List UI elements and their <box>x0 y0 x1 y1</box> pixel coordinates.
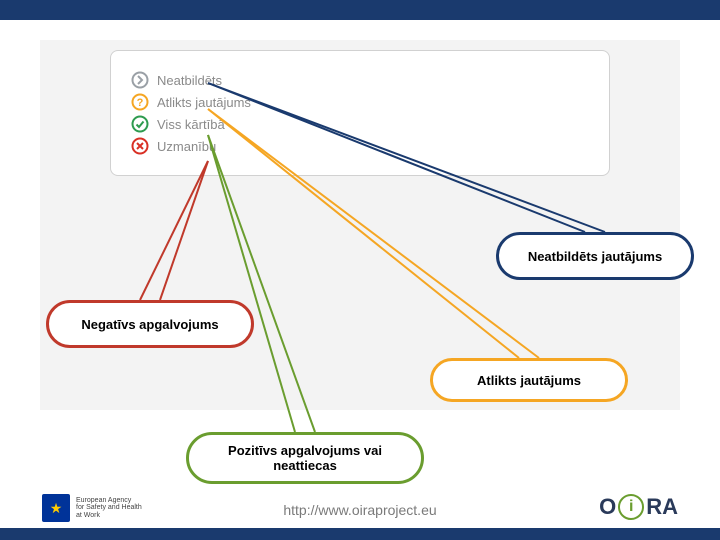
oira-icon: i <box>618 494 644 520</box>
legend-item-label: Atlikts jautājums <box>157 95 251 110</box>
callout-label: Neatbildēts jautājums <box>528 249 662 264</box>
legend-item-label: Neatbildēts <box>157 73 222 88</box>
callout-label: Negatīvs apgalvojums <box>81 317 218 332</box>
legend-item-2: Viss kārtībā <box>131 115 589 133</box>
legend-item-label: Uzmanību <box>157 139 216 154</box>
svg-text:?: ? <box>137 97 144 109</box>
callout-negativs: Negatīvs apgalvojums <box>46 300 254 348</box>
legend-item-1: ? Atlikts jautājums <box>131 93 589 111</box>
content-panel: Neatbildēts? Atlikts jautājums Viss kārtīb… <box>40 40 680 410</box>
oira-logo: O i RA <box>599 494 678 520</box>
footer-bar <box>0 528 720 540</box>
chevron-right-icon <box>131 71 149 89</box>
oira-text-ra: RA <box>646 494 678 520</box>
callout-pozitivs: Pozitīvs apgalvojums vai neattiecas <box>186 432 424 484</box>
legend-item-label: Viss kārtībā <box>157 117 225 132</box>
oira-text-o: O <box>599 494 616 520</box>
footer: ★ European Agency for Safety and Health … <box>0 488 720 540</box>
callout-neatbildets: Neatbildēts jautājums <box>496 232 694 280</box>
callout-label: Atlikts jautājums <box>477 373 581 388</box>
legend-item-0: Neatbildēts <box>131 71 589 89</box>
legend-item-3: Uzmanību <box>131 137 589 155</box>
check-circle-icon <box>131 115 149 133</box>
header-bar <box>0 0 720 20</box>
callout-atlikts: Atlikts jautājums <box>430 358 628 402</box>
question-icon: ? <box>131 93 149 111</box>
legend-box: Neatbildēts? Atlikts jautājums Viss kārtīb… <box>110 50 610 176</box>
callout-label: Pozitīvs apgalvojums vai neattiecas <box>207 443 403 473</box>
x-circle-icon <box>131 137 149 155</box>
